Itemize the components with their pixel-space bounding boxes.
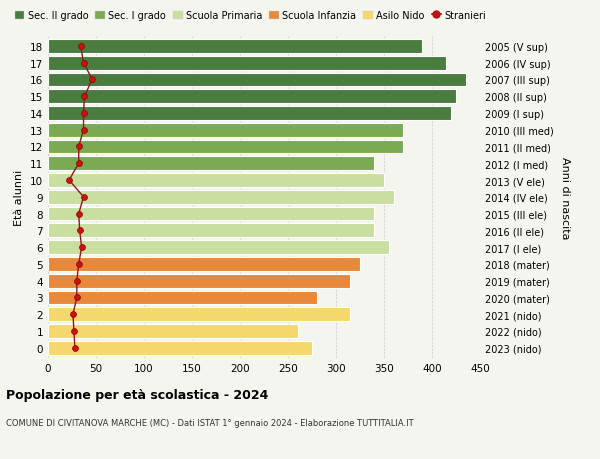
Bar xyxy=(48,291,317,305)
Bar xyxy=(48,174,384,187)
Point xyxy=(74,210,83,218)
Point xyxy=(79,110,88,118)
Bar xyxy=(48,90,456,104)
Point xyxy=(72,294,82,302)
Point xyxy=(64,177,74,185)
Text: COMUNE DI CIVITANOVA MARCHE (MC) - Dati ISTAT 1° gennaio 2024 - Elaborazione TUT: COMUNE DI CIVITANOVA MARCHE (MC) - Dati … xyxy=(6,418,413,427)
Point xyxy=(69,328,79,335)
Point xyxy=(80,93,89,101)
Point xyxy=(70,344,80,352)
Bar xyxy=(48,107,451,121)
Bar xyxy=(48,308,350,321)
Point xyxy=(79,60,88,67)
Bar xyxy=(48,241,389,254)
Bar xyxy=(48,224,374,238)
Y-axis label: Anni di nascita: Anni di nascita xyxy=(560,156,570,239)
Point xyxy=(74,144,83,151)
Bar xyxy=(48,140,403,154)
Point xyxy=(88,77,97,84)
Point xyxy=(72,277,82,285)
Point xyxy=(74,160,83,168)
Bar xyxy=(48,190,394,204)
Point xyxy=(68,311,78,318)
Bar xyxy=(48,56,446,70)
Point xyxy=(75,227,85,235)
Text: Popolazione per età scolastica - 2024: Popolazione per età scolastica - 2024 xyxy=(6,388,268,401)
Bar xyxy=(48,73,466,87)
Point xyxy=(79,194,88,201)
Bar xyxy=(48,40,422,54)
Bar xyxy=(48,123,403,137)
Point xyxy=(77,244,86,251)
Bar xyxy=(48,341,312,355)
Point xyxy=(74,261,83,268)
Bar xyxy=(48,257,360,271)
Bar xyxy=(48,207,374,221)
Point xyxy=(79,127,88,134)
Point xyxy=(76,43,85,50)
Legend: Sec. II grado, Sec. I grado, Scuola Primaria, Scuola Infanzia, Asilo Nido, Stran: Sec. II grado, Sec. I grado, Scuola Prim… xyxy=(11,7,490,25)
Bar xyxy=(48,325,298,338)
Y-axis label: Età alunni: Età alunni xyxy=(14,169,25,225)
Bar xyxy=(48,157,374,171)
Bar xyxy=(48,274,350,288)
